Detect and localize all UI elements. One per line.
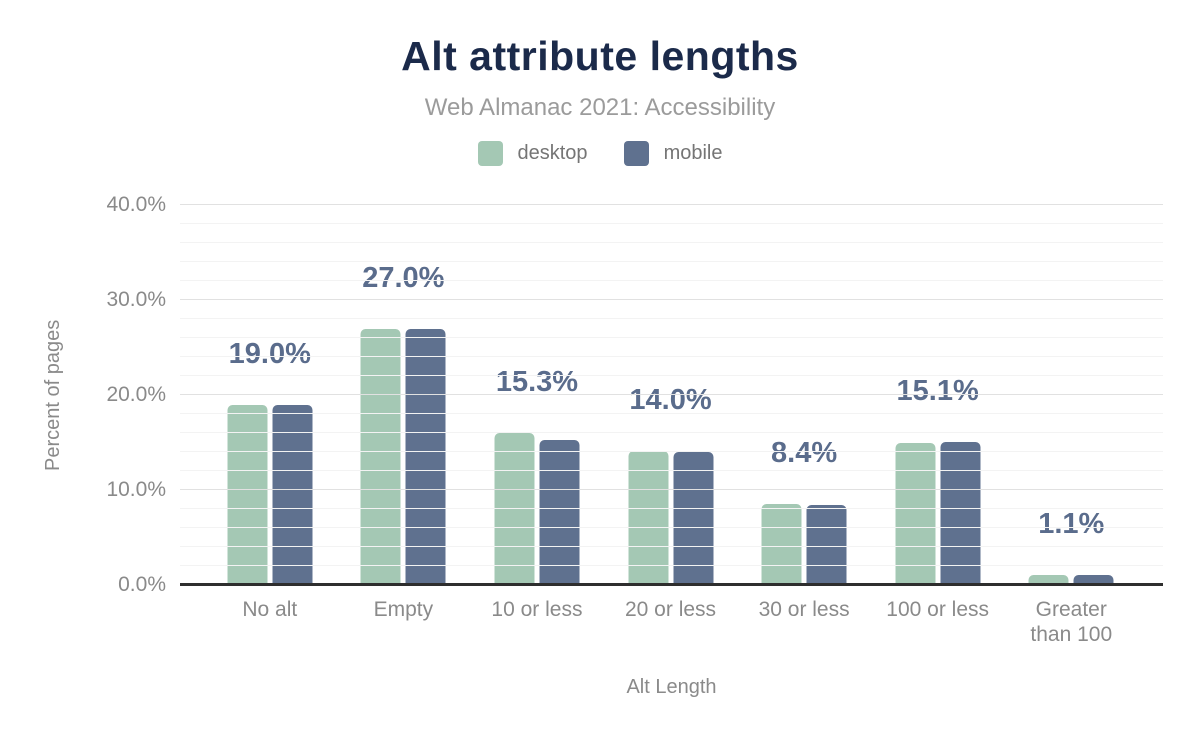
bar-pair	[494, 433, 580, 585]
gridline-4	[180, 546, 1163, 547]
bar-groups: 19.0% No alt 27.0% Empty 15.3% 10 or less 14.0…	[203, 205, 1138, 646]
value-label: 15.1%	[896, 374, 979, 407]
value-label: 27.0%	[362, 261, 445, 294]
gridline-38	[180, 223, 1163, 224]
value-label: 1.1%	[1038, 507, 1105, 540]
y-tick-0.0%: 0.0%	[118, 573, 166, 596]
x-tick-label: 20 or less	[624, 598, 717, 621]
gridline-8	[180, 508, 1163, 509]
x-tick-label: 100 or less	[886, 598, 990, 621]
bar-desktop-1	[227, 404, 268, 585]
bar-group-2: 27.0% Empty	[337, 205, 471, 621]
x-tick-label: No alt	[242, 598, 298, 621]
y-tick-20.0%: 20.0%	[106, 383, 166, 406]
bar-pair	[895, 441, 981, 585]
value-label: 19.0%	[228, 337, 311, 370]
y-tick-30.0%: 30.0%	[106, 288, 166, 311]
legend-item-desktop: desktop	[477, 141, 588, 166]
bar-group-5: 8.4% 30 or less	[737, 205, 871, 621]
gridline-28	[180, 318, 1163, 319]
bar-desktop-3	[494, 433, 535, 585]
gridline-10	[180, 489, 1163, 490]
value-label: 15.3%	[495, 366, 579, 398]
bar-mobile-5	[806, 505, 847, 585]
gridline-30	[180, 299, 1163, 300]
bar-mobile-2	[405, 328, 446, 585]
bar-group-4: 14.0% 20 or less	[604, 205, 738, 621]
x-tick-label: Empty	[373, 598, 434, 621]
y-tick-40.0%: 40.0%	[106, 193, 166, 216]
gridline-22	[180, 375, 1163, 376]
bar-desktop-7	[1028, 574, 1069, 585]
legend-label-desktop: desktop	[517, 142, 588, 164]
x-tick-label: 10 or less	[491, 598, 583, 621]
gridline-6	[180, 527, 1163, 528]
legend-item-mobile: mobile	[623, 141, 723, 166]
bar-pair	[1028, 574, 1114, 585]
gridline-40	[180, 204, 1163, 205]
chart-title: Alt attribute lengths	[401, 33, 799, 79]
bar-group-6: 15.1% 100 or less	[871, 205, 1005, 621]
bar-mobile-1	[272, 404, 313, 585]
y-axis-ticks: 0.0% 10.0% 20.0% 30.0% 40.0%	[0, 194, 166, 596]
plot-area: 19.0% No alt 27.0% Empty 15.3% 10 or less 14.0…	[180, 204, 1163, 646]
gridline-12	[180, 470, 1163, 471]
bar-desktop-2	[360, 329, 401, 585]
y-tick-10.0%: 10.0%	[106, 478, 166, 501]
legend-swatch-desktop	[477, 141, 503, 166]
bar-mobile-6	[940, 441, 981, 585]
bar-desktop-6	[895, 443, 936, 585]
bar-pair	[227, 404, 313, 585]
gridline-24	[180, 356, 1163, 357]
gridline-26	[180, 337, 1163, 338]
gridline-20	[180, 394, 1163, 395]
bar-pair	[628, 451, 714, 585]
x-tick-label: 30 or less	[758, 598, 850, 621]
legend-swatch-mobile	[623, 141, 649, 166]
gridline-14	[180, 451, 1163, 452]
legend-label-mobile: mobile	[663, 142, 723, 164]
value-label: 14.0%	[629, 384, 712, 417]
bar-mobile-4	[673, 452, 714, 585]
legend: desktop mobile	[0, 141, 1200, 166]
gridline-16	[180, 432, 1163, 433]
bar-pair	[360, 328, 446, 585]
bar-group-3: 15.3% 10 or less	[470, 205, 604, 622]
bar-mobile-7	[1073, 574, 1114, 585]
x-axis-title: Alt Length	[626, 676, 717, 698]
gridline-34	[180, 261, 1163, 262]
x-axis-line	[180, 583, 1163, 586]
bar-desktop-4	[628, 451, 669, 585]
chart-subtitle: Web Almanac 2021: Accessibility	[424, 94, 776, 121]
value-label: 8.4%	[771, 437, 838, 470]
x-tick-label: Greater than 100	[1030, 598, 1113, 646]
bar-pair	[761, 504, 847, 585]
gridline-36	[180, 242, 1163, 243]
bar-group-7: 1.1% Greater than 100	[1004, 205, 1138, 646]
gridline-2	[180, 565, 1163, 566]
bar-group-1: 19.0% No alt	[203, 205, 337, 621]
gridline-32	[180, 280, 1163, 281]
bar-mobile-3	[539, 439, 580, 585]
bar-desktop-5	[761, 504, 802, 585]
gridline-18	[180, 413, 1163, 414]
